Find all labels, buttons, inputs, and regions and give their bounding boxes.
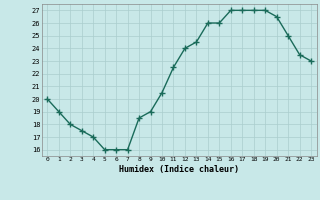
X-axis label: Humidex (Indice chaleur): Humidex (Indice chaleur) [119,165,239,174]
